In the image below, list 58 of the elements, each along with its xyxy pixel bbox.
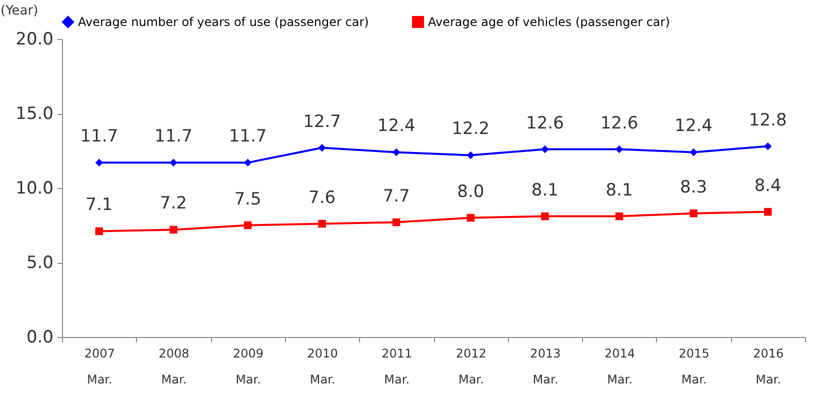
data-label: 11.7 (80, 126, 118, 147)
data-label: 11.7 (154, 126, 192, 147)
point (95, 227, 104, 236)
point (95, 158, 104, 167)
point (615, 212, 624, 220)
data-label: 8.4 (754, 176, 782, 196)
point (764, 142, 772, 150)
x-tick-label: 2007 Mar. (84, 346, 115, 386)
data-label: 7.6 (308, 188, 336, 208)
legend-label: Average number of years of use (passenger car) (78, 15, 369, 29)
point (690, 148, 698, 156)
x-tick-label: 2012 Mar. (456, 346, 486, 386)
point (392, 148, 400, 156)
data-label: 12.6 (600, 113, 638, 134)
data-label: 12.6 (526, 113, 564, 134)
legend-label: Average age of vehicles (passenger car) (428, 15, 670, 29)
y-tick-label: 15.0 (16, 104, 54, 124)
data-label: 7.2 (160, 194, 187, 214)
data-label: 11.7 (228, 126, 267, 147)
data-label: 12.4 (674, 116, 712, 136)
data-label: 7.7 (382, 186, 410, 206)
data-label: 7.5 (234, 189, 262, 210)
data-label: 8.1 (531, 180, 558, 200)
y-tick-label: 10.0 (16, 178, 54, 198)
data-label: 12.2 (452, 119, 490, 140)
point (244, 221, 252, 230)
data-label: 7.1 (86, 195, 113, 216)
data-label: 12.4 (377, 116, 416, 136)
x-tick-label: 2010 Mar. (307, 346, 338, 386)
x-tick-label: 2011 Mar. (382, 346, 412, 386)
x-tick-label: 2016 Mar. (753, 346, 784, 386)
point (541, 212, 549, 220)
x-tick-label: 2008 Mar. (158, 346, 190, 386)
x-tick-label: 2013 Mar. (530, 346, 561, 386)
x-tick-label: 2014 Mar. (604, 346, 636, 386)
point (466, 151, 475, 160)
point (764, 208, 772, 216)
point (392, 218, 400, 226)
point (170, 226, 178, 234)
y-tick-label: 20.0 (16, 30, 54, 50)
point (541, 145, 549, 154)
x-tick-label: 2015 Mar. (678, 346, 710, 386)
point (318, 220, 326, 228)
point (170, 158, 178, 167)
y-axis-title: (Year) (0, 4, 38, 18)
data-label: 8.1 (606, 180, 633, 200)
y-tick-label: 5.0 (26, 253, 54, 273)
data-label: 12.8 (748, 110, 787, 130)
y-tick-label: 0.0 (26, 328, 54, 348)
point (466, 214, 475, 222)
point (318, 144, 326, 152)
data-label: 8.3 (680, 177, 708, 198)
point (615, 145, 624, 154)
point (690, 209, 698, 218)
data-label: 12.7 (303, 112, 341, 132)
x-tick-label: 2009 Mar. (232, 346, 264, 386)
data-label: 8.0 (457, 182, 484, 202)
point (244, 158, 252, 167)
